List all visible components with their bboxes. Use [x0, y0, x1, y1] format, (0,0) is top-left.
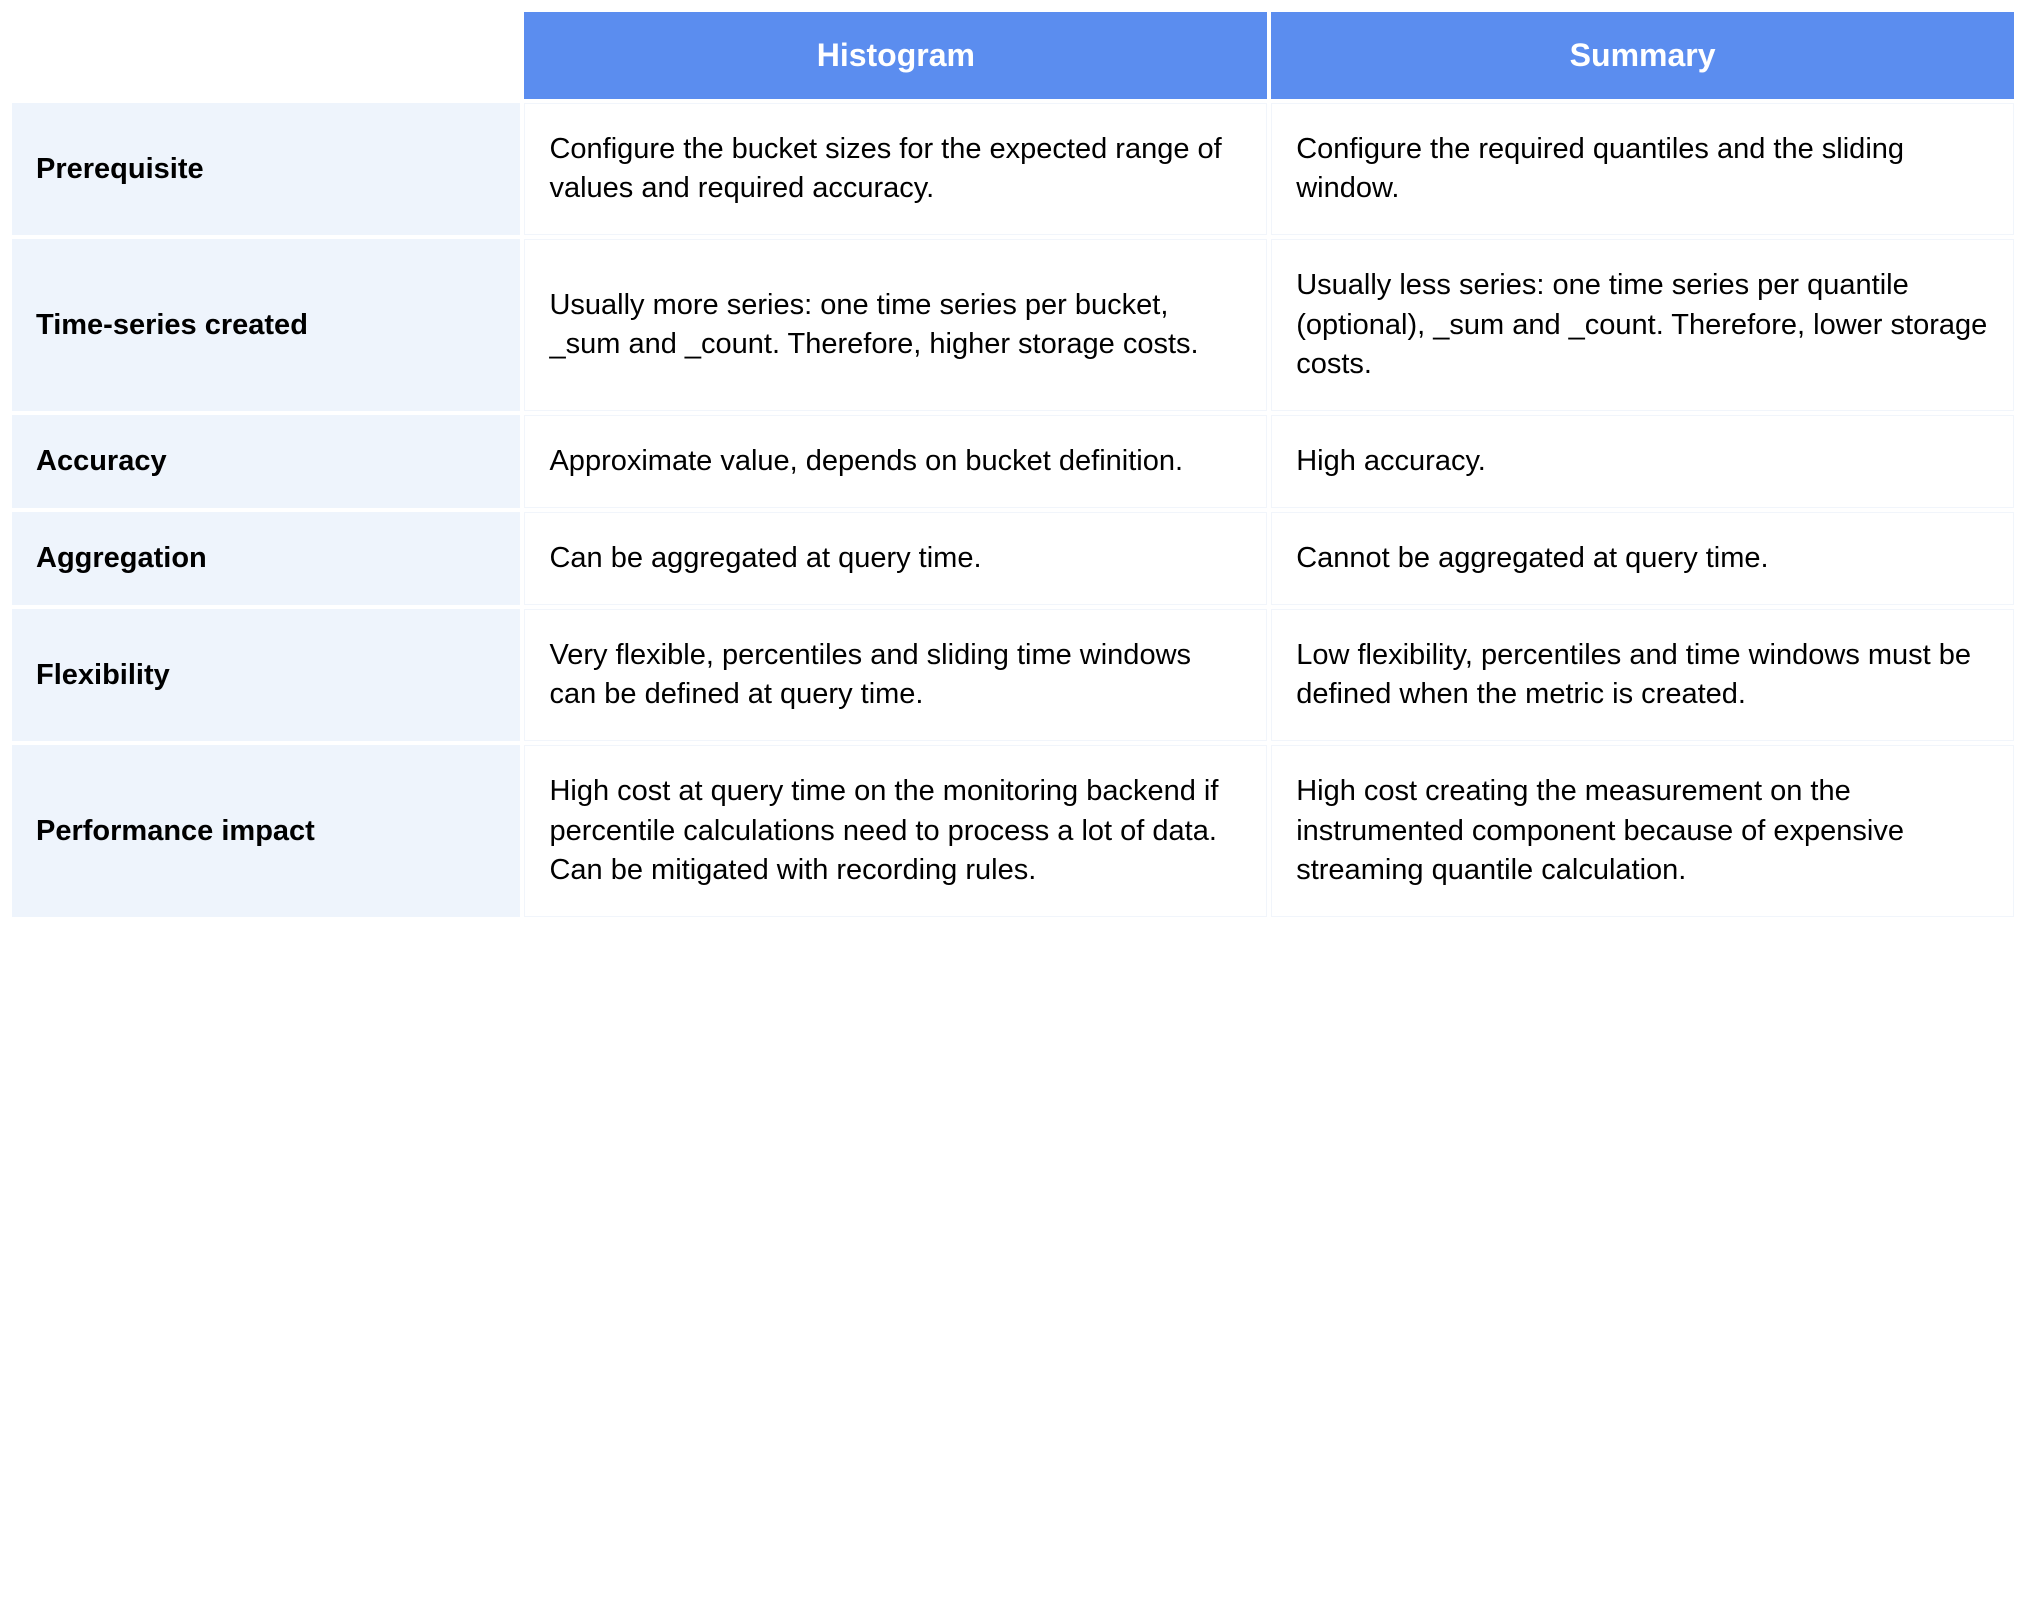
cell-time-series-histogram: Usually more series: one time series per…: [524, 239, 1267, 410]
cell-accuracy-histogram: Approximate value, depends on bucket def…: [524, 415, 1267, 508]
row-label-aggregation: Aggregation: [12, 512, 520, 605]
header-empty-cell: [12, 12, 520, 99]
cell-prerequisite-histogram: Configure the bucket sizes for the expec…: [524, 103, 1267, 235]
row-label-performance-impact: Performance impact: [12, 745, 520, 916]
row-label-time-series-created: Time-series created: [12, 239, 520, 410]
row-label-flexibility: Flexibility: [12, 609, 520, 741]
cell-time-series-summary: Usually less series: one time series per…: [1271, 239, 2014, 410]
row-label-accuracy: Accuracy: [12, 415, 520, 508]
cell-performance-summary: High cost creating the measurement on th…: [1271, 745, 2014, 916]
cell-aggregation-histogram: Can be aggregated at query time.: [524, 512, 1267, 605]
column-header-histogram: Histogram: [524, 12, 1267, 99]
cell-performance-histogram: High cost at query time on the monitorin…: [524, 745, 1267, 916]
column-header-summary: Summary: [1271, 12, 2014, 99]
cell-prerequisite-summary: Configure the required quantiles and the…: [1271, 103, 2014, 235]
cell-aggregation-summary: Cannot be aggregated at query time.: [1271, 512, 2014, 605]
row-label-prerequisite: Prerequisite: [12, 103, 520, 235]
cell-flexibility-histogram: Very flexible, percentiles and sliding t…: [524, 609, 1267, 741]
comparison-table: Histogram Summary Prerequisite Configure…: [12, 12, 2006, 917]
cell-accuracy-summary: High accuracy.: [1271, 415, 2014, 508]
cell-flexibility-summary: Low flexibility, percentiles and time wi…: [1271, 609, 2014, 741]
